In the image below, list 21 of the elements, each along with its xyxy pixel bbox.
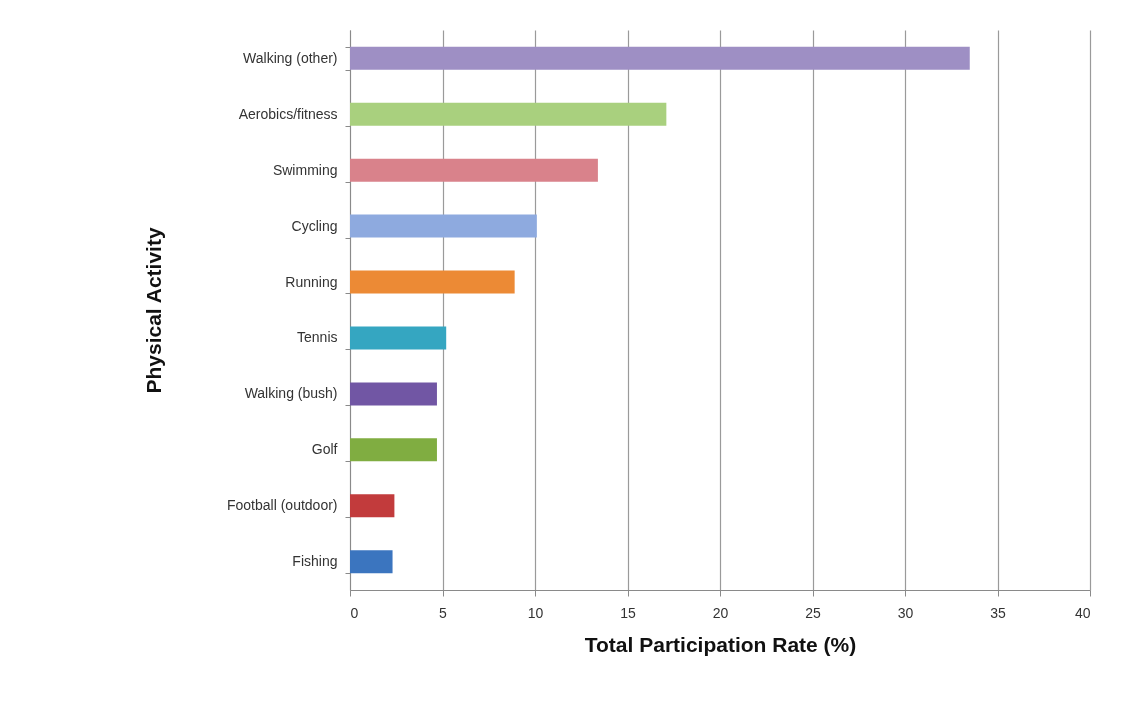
x-tick-label: 15 <box>620 604 636 621</box>
y-tick-label: Running <box>285 273 338 290</box>
x-tick-label: 0 <box>350 604 359 621</box>
y-axis-title: Physical Activity <box>142 227 165 394</box>
y-tick-label: Football (outdoor) <box>226 497 338 514</box>
x-tick-label: 5 <box>439 604 448 621</box>
x-axis-title: Total Participation Rate (%) <box>584 632 857 656</box>
x-tick-label: 20 <box>712 604 729 621</box>
y-tick-label: Fishing <box>292 553 338 570</box>
y-tick-label: Swimming <box>272 161 338 178</box>
x-tick-label: 10 <box>527 604 544 621</box>
y-tick-label: Golf <box>311 441 338 458</box>
x-tick-label: 35 <box>990 604 1006 621</box>
y-tick-label: Walking (other) <box>243 49 338 66</box>
x-tick-label: 40 <box>1074 604 1091 621</box>
x-tick-label: 25 <box>805 604 821 621</box>
x-tick-label: 30 <box>897 604 914 621</box>
y-tick-label: Tennis <box>297 329 338 346</box>
y-tick-label: Walking (bush) <box>244 385 338 402</box>
y-tick-label: Cycling <box>291 217 338 234</box>
y-tick-label: Aerobics/fitness <box>238 105 338 122</box>
